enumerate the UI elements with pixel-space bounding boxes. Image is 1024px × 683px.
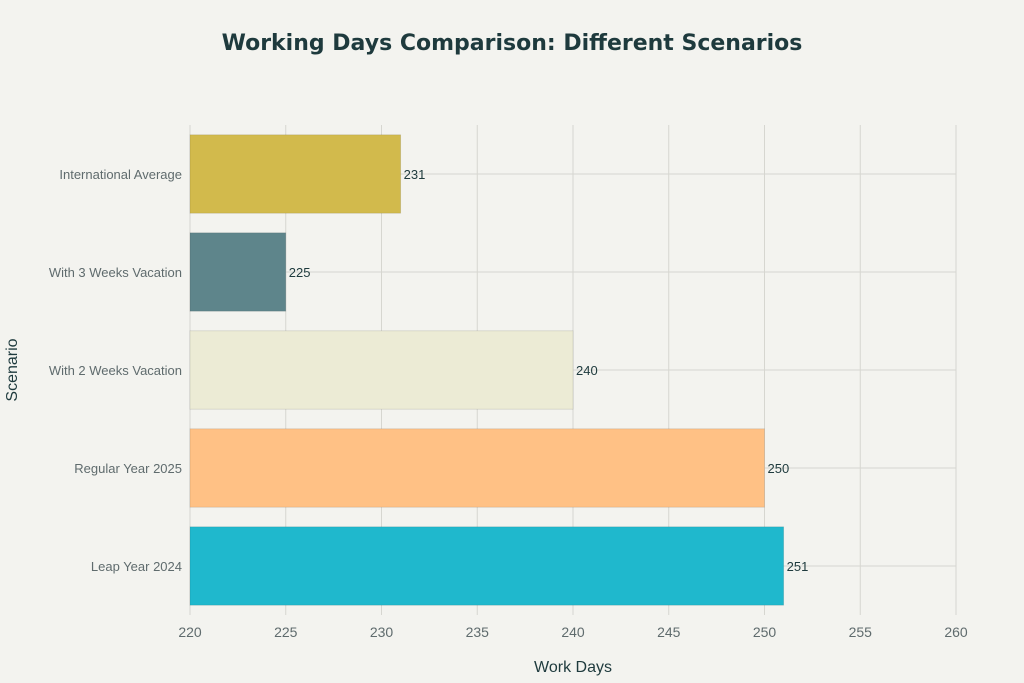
data-label: 250 [768,461,790,476]
chart-title: Working Days Comparison: Different Scena… [222,31,803,56]
bar-layer: 231 225 240 250 251 [189,134,809,606]
x-tick-label: 225 [274,624,298,640]
category-label: With 2 Weeks Vacation [49,363,182,378]
x-tick-label: 255 [849,624,873,640]
y-axis-title: Scenario [4,338,21,401]
x-tick-label: 250 [753,624,777,640]
bar [189,428,765,508]
x-tick-label: 245 [657,624,681,640]
category-label: International Average [59,167,182,182]
data-label: 251 [787,559,809,574]
data-label: 231 [404,167,426,182]
bar [189,134,402,214]
category-label: Leap Year 2024 [91,559,182,574]
x-tick-label: 260 [944,624,968,640]
data-label: 225 [289,265,311,280]
bar [189,232,287,312]
x-axis-title: Work Days [534,659,612,676]
bar [189,526,785,606]
x-tick-label: 235 [466,624,490,640]
x-tick-label: 230 [370,624,394,640]
category-label: With 3 Weeks Vacation [49,265,182,280]
x-tick-label: 220 [178,624,202,640]
x-tick-label: 240 [561,624,585,640]
category-label: Regular Year 2025 [74,461,182,476]
data-label: 240 [576,363,598,378]
bar [189,330,574,410]
y-axis-categories: International Average With 3 Weeks Vacati… [49,167,182,574]
x-axis-ticks: 220 225 230 235 240 245 250 255 260 [178,624,968,640]
